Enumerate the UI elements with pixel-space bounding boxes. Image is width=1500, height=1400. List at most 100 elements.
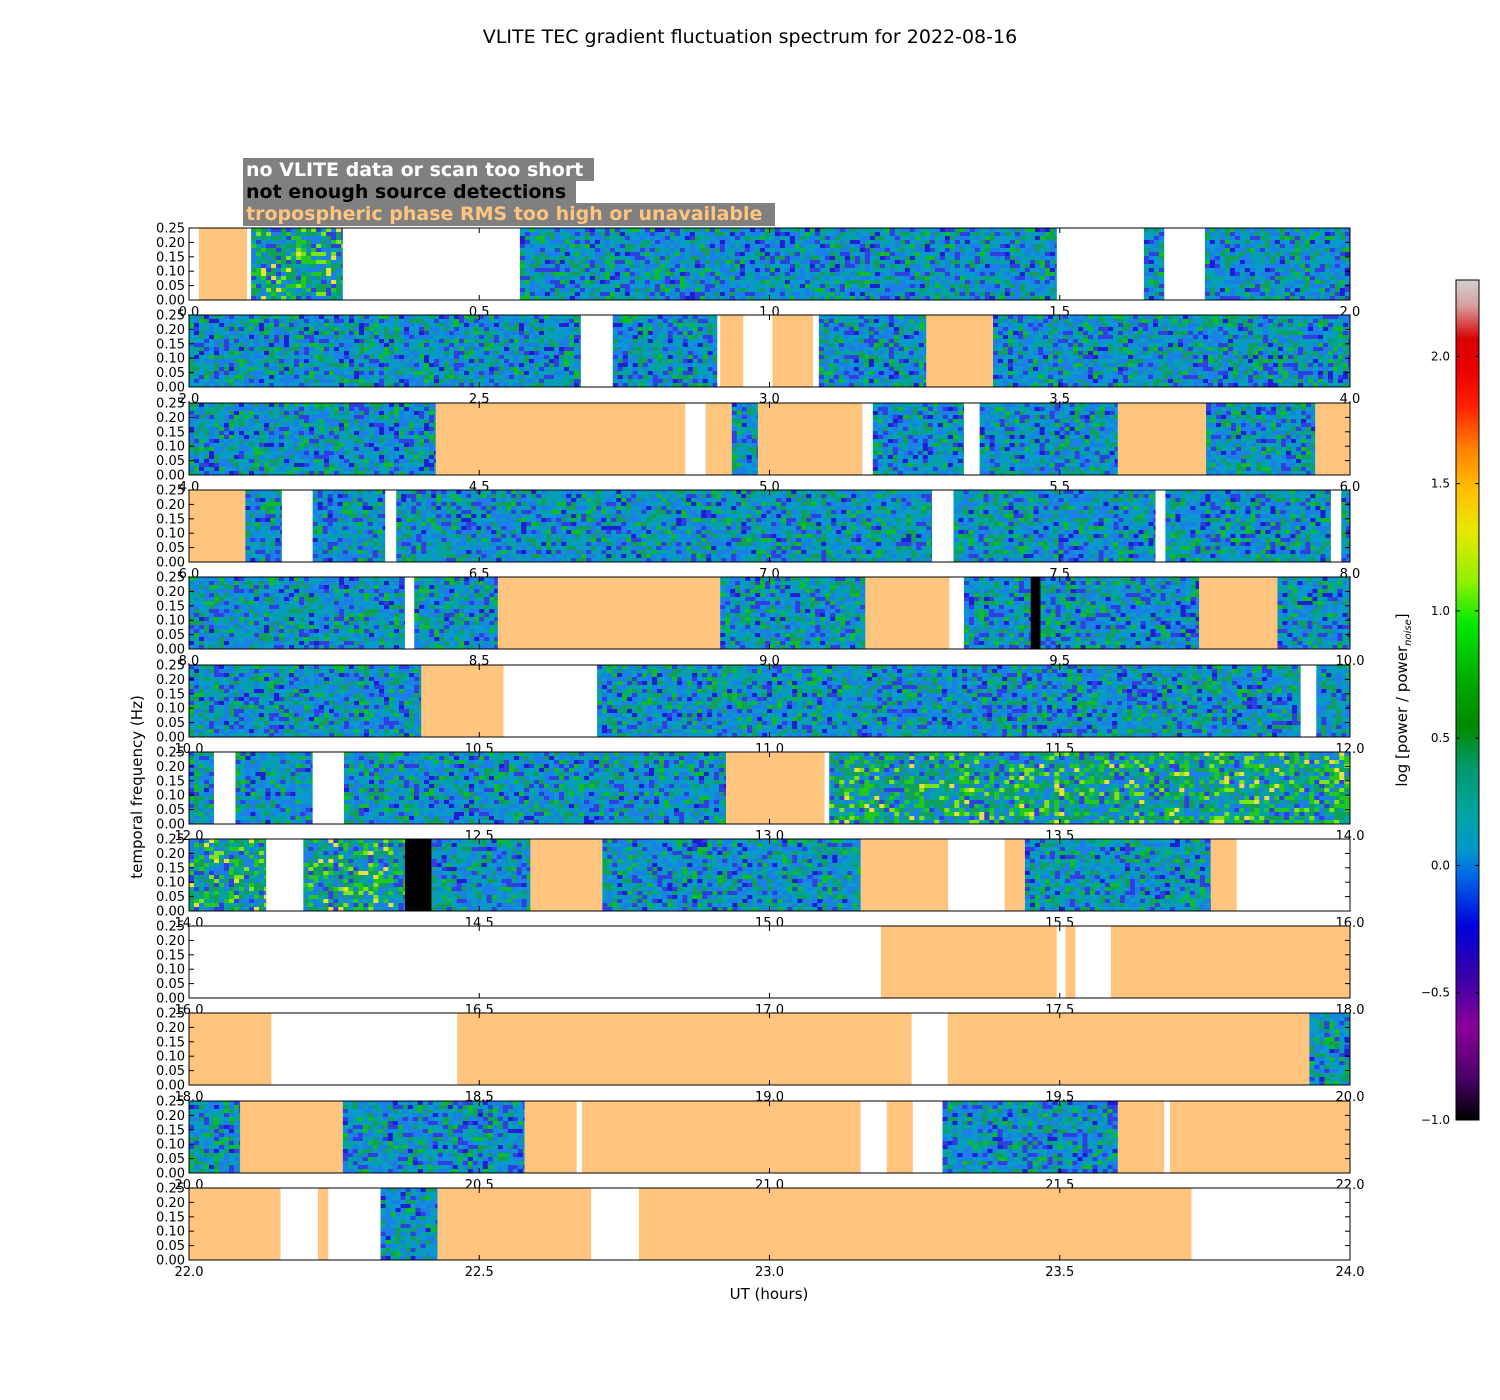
- heat-cell: [459, 367, 465, 372]
- heat-cell: [707, 359, 714, 364]
- heat-cell: [434, 347, 440, 352]
- heat-cell: [409, 371, 415, 376]
- heat-cell: [539, 315, 545, 320]
- heat-cell: [804, 268, 811, 273]
- heat-cell: [784, 236, 791, 241]
- heat-cell: [329, 339, 335, 344]
- heat-cell: [799, 240, 806, 245]
- heat-cell: [574, 256, 581, 261]
- heat-cell: [326, 292, 332, 297]
- heat-cell: [499, 363, 505, 368]
- heat-cell: [199, 375, 205, 380]
- heat-cell: [524, 284, 531, 289]
- heat-cell: [419, 379, 425, 384]
- heat-cell: [624, 236, 631, 241]
- heat-cell: [682, 323, 689, 328]
- heat-cell: [1219, 296, 1226, 301]
- heat-cell: [864, 236, 871, 241]
- heat-cell: [642, 371, 649, 376]
- heat-cell: [424, 339, 430, 344]
- heat-cell: [364, 383, 370, 388]
- heat-cell: [1329, 244, 1336, 249]
- heat-cell: [934, 256, 941, 261]
- heat-cell: [301, 280, 307, 285]
- heat-cell: [554, 371, 560, 376]
- heat-cell: [266, 232, 272, 237]
- heat-cell: [604, 296, 611, 301]
- heat-cell: [654, 288, 661, 293]
- heat-cell: [1344, 280, 1351, 285]
- heat-cell: [579, 351, 582, 356]
- heat-cell: [1264, 272, 1271, 277]
- heat-cell: [459, 379, 465, 384]
- heat-cell: [459, 355, 465, 360]
- heat-cell: [749, 256, 756, 261]
- heat-cell: [729, 288, 736, 293]
- heat-cell: [1309, 284, 1316, 289]
- heat-cell: [269, 335, 275, 340]
- heat-cell: [849, 288, 856, 293]
- heat-cell: [634, 256, 641, 261]
- heat-cell: [1158, 272, 1165, 277]
- heat-cell: [954, 296, 961, 301]
- heat-cell: [904, 272, 911, 277]
- heat-cell: [434, 323, 440, 328]
- heat-cell: [809, 260, 816, 265]
- heat-cell: [794, 232, 801, 237]
- heat-cell: [219, 375, 225, 380]
- heat-cell: [984, 252, 991, 257]
- heat-cell: [519, 252, 526, 257]
- heat-cell: [1289, 240, 1296, 245]
- heat-cell: [617, 327, 624, 332]
- heat-cell: [1314, 296, 1321, 301]
- heat-cell: [256, 284, 262, 289]
- heat-cell: [1284, 276, 1291, 281]
- heat-cell: [364, 335, 370, 340]
- heat-cell: [189, 323, 195, 328]
- heat-cell: [702, 343, 709, 348]
- heat-cell: [899, 252, 906, 257]
- heat-cell: [1039, 232, 1046, 237]
- heat-cell: [1244, 296, 1251, 301]
- heat-cell: [579, 276, 586, 281]
- heat-cell: [1304, 280, 1311, 285]
- heat-cell: [1249, 240, 1256, 245]
- heat-cell: [434, 331, 440, 336]
- heat-cell: [404, 351, 410, 356]
- heat-cell: [544, 264, 551, 269]
- heat-cell: [599, 280, 606, 285]
- heat-cell: [574, 244, 581, 249]
- heat-cell: [464, 359, 470, 364]
- heat-cell: [637, 359, 644, 364]
- heat-cell: [644, 264, 651, 269]
- heat-cell: [1269, 264, 1276, 269]
- heat-cell: [1259, 276, 1266, 281]
- heat-cell: [617, 315, 624, 320]
- heat-cell: [838, 339, 845, 344]
- heat-cell: [627, 331, 634, 336]
- heat-cell: [369, 363, 375, 368]
- heat-cell: [549, 248, 556, 253]
- heat-cell: [549, 331, 555, 336]
- heat-cell: [1229, 284, 1236, 289]
- heat-cell: [709, 228, 716, 233]
- heat-cell: [574, 236, 581, 241]
- heat-cell: [209, 379, 215, 384]
- heat-cell: [624, 276, 631, 281]
- heat-cell: [1158, 228, 1165, 233]
- heat-cell: [569, 272, 576, 277]
- heat-cell: [291, 288, 297, 293]
- heat-cell: [904, 228, 911, 233]
- heat-cell: [1229, 240, 1236, 245]
- heat-cell: [664, 240, 671, 245]
- heat-cell: [276, 236, 282, 241]
- heat-cell: [814, 256, 821, 261]
- heat-cell: [419, 359, 425, 364]
- heat-cell: [632, 363, 639, 368]
- y-tick-label: 0.20: [156, 236, 185, 251]
- heat-cell: [286, 256, 292, 261]
- heat-cell: [744, 228, 751, 233]
- heat-cell: [544, 228, 551, 233]
- heat-cell: [266, 292, 272, 297]
- heat-cell: [914, 244, 921, 249]
